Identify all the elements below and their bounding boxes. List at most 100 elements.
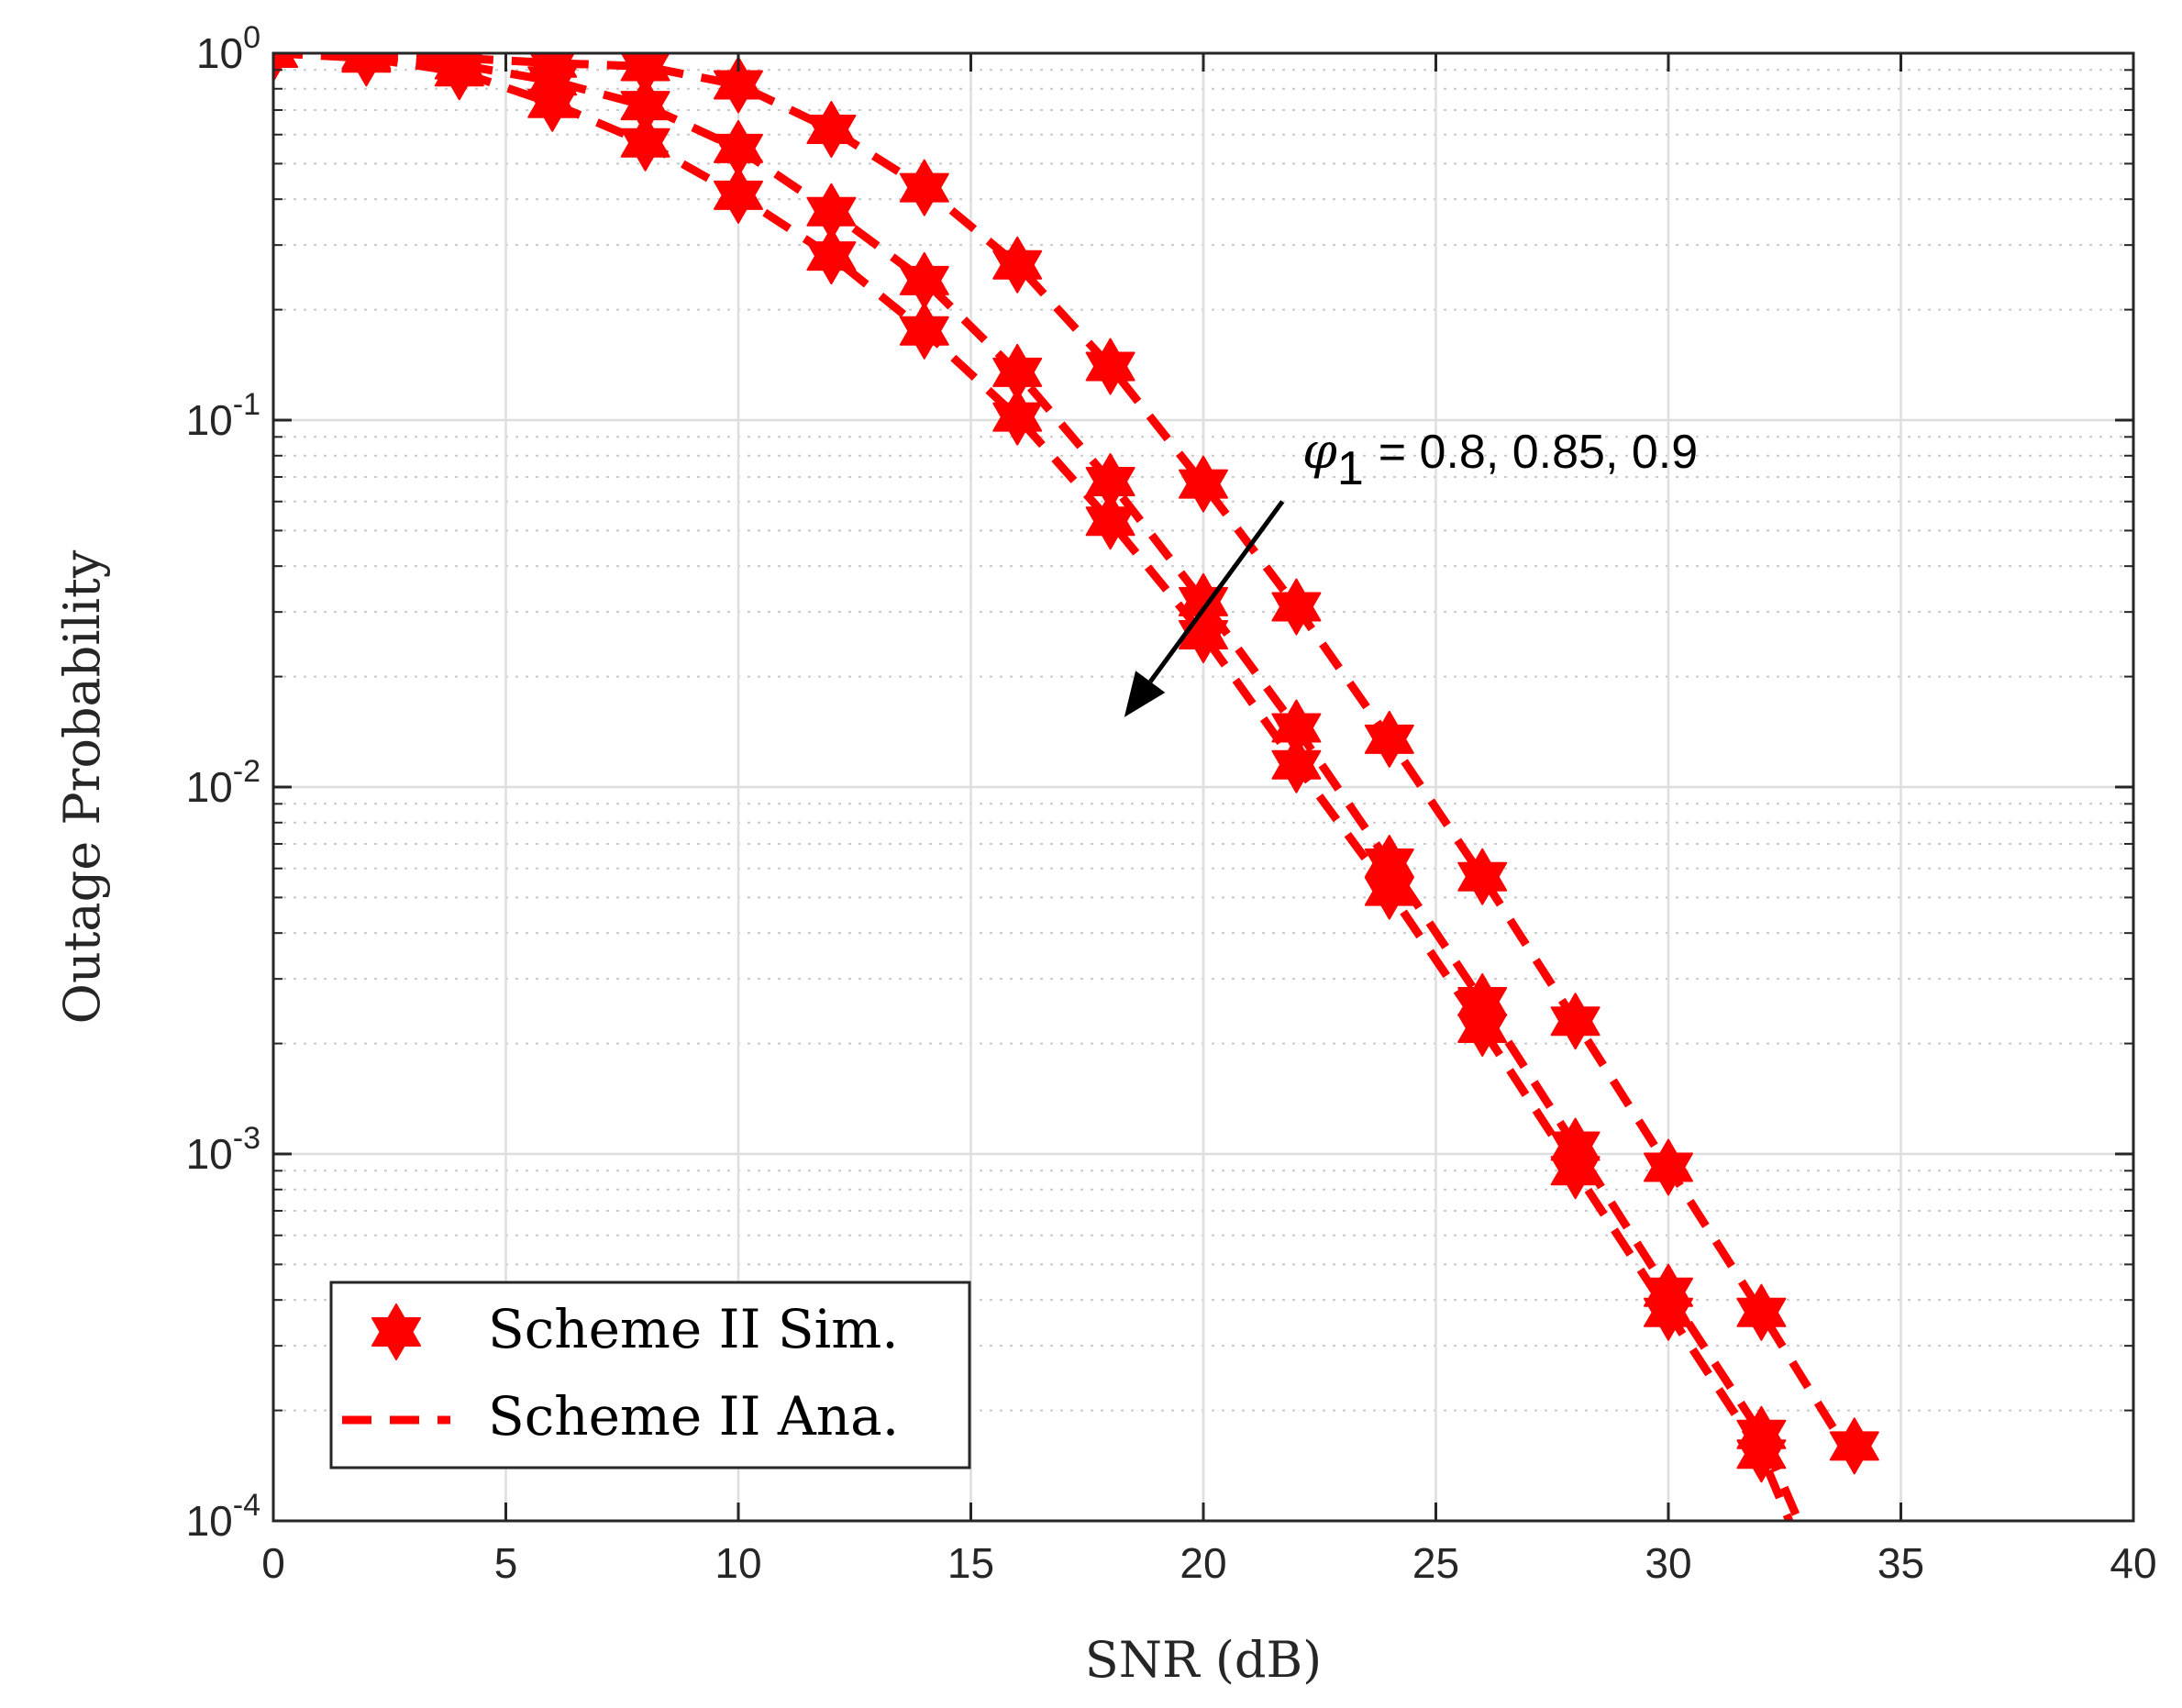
simulation-marker bbox=[1271, 736, 1322, 793]
hexagram-triangle bbox=[527, 88, 578, 132]
legend: Scheme II Sim. Scheme II Ana. bbox=[329, 1281, 971, 1470]
simulation-marker bbox=[992, 343, 1043, 401]
simulation-marker bbox=[1736, 1425, 1787, 1483]
simulation-marker bbox=[620, 53, 670, 95]
y-tick-exponent: -2 bbox=[233, 754, 260, 789]
hexagram-triangle bbox=[992, 357, 1043, 401]
simulation-marker bbox=[806, 101, 857, 158]
simulation-marker bbox=[806, 227, 857, 285]
simulation-marker bbox=[992, 388, 1043, 446]
simulation-marker bbox=[1550, 993, 1601, 1050]
annotation-phi-subscript: 1 bbox=[1337, 442, 1364, 495]
hexagram-triangle bbox=[1085, 467, 1135, 510]
simulation-marker bbox=[1271, 578, 1322, 636]
hexagram-triangle bbox=[620, 128, 670, 172]
hexagram-triangle bbox=[1644, 1297, 1693, 1341]
phi-annotation: φ1 = 0.8, 0.85, 0.9 bbox=[1124, 422, 1698, 717]
hexagram-triangle bbox=[806, 115, 857, 158]
hexagram-triangle bbox=[1364, 724, 1414, 768]
x-tick-label: 5 bbox=[494, 1539, 518, 1587]
simulation-marker bbox=[620, 114, 670, 172]
simulation-marker bbox=[1364, 862, 1414, 920]
y-tick-label: 100 bbox=[196, 20, 260, 77]
hexagram-triangle bbox=[1271, 713, 1322, 757]
hexagram-triangle bbox=[1179, 620, 1228, 663]
arrow-shaft bbox=[1148, 500, 1285, 683]
simulation-marker bbox=[1457, 1000, 1508, 1057]
hexagram-triangle bbox=[899, 172, 949, 216]
hexagram-triangle bbox=[1644, 1152, 1693, 1196]
legend-box bbox=[329, 1281, 971, 1470]
y-tick-label: 10-2 bbox=[186, 754, 260, 811]
simulation-marker bbox=[1550, 1142, 1601, 1200]
hexagram-triangle bbox=[1457, 861, 1508, 905]
x-tick-label: 0 bbox=[261, 1539, 285, 1587]
legend-label-sim: Scheme II Sim. bbox=[488, 1298, 899, 1360]
hexagram-triangle bbox=[1550, 1156, 1601, 1200]
hexagram-triangle bbox=[620, 91, 670, 135]
simulation-marker bbox=[714, 119, 763, 177]
hexagram-triangle bbox=[899, 316, 949, 360]
simulation-marker bbox=[1364, 710, 1414, 768]
legend-hexagram bbox=[371, 1303, 421, 1360]
simulation-marker bbox=[527, 74, 578, 132]
simulation-marker bbox=[273, 53, 298, 82]
y-tick-base: 10 bbox=[186, 1497, 233, 1545]
hexagram-triangle bbox=[1829, 1431, 1879, 1475]
simulation-marker bbox=[899, 251, 949, 309]
hexagram-triangle bbox=[714, 180, 763, 224]
hexagram-triangle bbox=[1736, 1439, 1787, 1483]
y-tick-exponent: -3 bbox=[233, 1121, 260, 1156]
simulation-marker bbox=[899, 302, 949, 360]
axis-ticks bbox=[271, 51, 2135, 1523]
hexagram-triangle bbox=[1085, 351, 1135, 395]
simulation-marker bbox=[806, 183, 857, 240]
x-tick-label: 10 bbox=[714, 1539, 761, 1587]
y-tick-base: 10 bbox=[186, 1130, 233, 1178]
y-tick-base: 10 bbox=[186, 396, 233, 444]
x-tick-label: 25 bbox=[1412, 1539, 1459, 1587]
x-tick-label: 15 bbox=[947, 1539, 994, 1587]
x-tick-label: 20 bbox=[1180, 1539, 1226, 1587]
x-axis-label: SNR (dB) bbox=[1085, 1631, 1322, 1689]
simulation-marker bbox=[434, 53, 484, 101]
hexagram-triangle bbox=[371, 1317, 421, 1360]
y-tick-base: 10 bbox=[196, 29, 243, 77]
legend-label-ana: Scheme II Ana. bbox=[488, 1385, 899, 1447]
arrow-head bbox=[1124, 671, 1166, 717]
y-axis-label: Outage Probability bbox=[53, 549, 111, 1024]
y-tick-exponent: -4 bbox=[233, 1488, 260, 1523]
y-tick-exponent: -1 bbox=[233, 387, 260, 422]
hexagram-triangle bbox=[992, 402, 1043, 446]
x-tick-label: 40 bbox=[2110, 1539, 2156, 1587]
simulation-marker bbox=[341, 53, 392, 87]
hexagram-triangle bbox=[1736, 1297, 1787, 1341]
simulation-marker bbox=[1736, 1283, 1787, 1341]
y-tick-base: 10 bbox=[186, 763, 233, 811]
simulation-marker bbox=[1085, 493, 1135, 550]
hexagram-triangle bbox=[1271, 592, 1322, 636]
simulation-marker bbox=[1829, 1417, 1879, 1475]
y-tick-label: 10-3 bbox=[186, 1121, 260, 1178]
series-layer bbox=[273, 53, 1879, 1521]
simulation-marker bbox=[1085, 338, 1135, 395]
simulation-marker bbox=[1179, 455, 1228, 513]
hexagram-triangle bbox=[273, 53, 291, 82]
simulation-marker bbox=[1644, 1138, 1693, 1196]
hexagram-triangle bbox=[806, 196, 857, 240]
hexagram-triangle bbox=[1085, 506, 1135, 550]
hexagram-triangle bbox=[1550, 1006, 1601, 1050]
simulation-marker bbox=[992, 236, 1043, 294]
x-tick-label: 35 bbox=[1877, 1539, 1924, 1587]
legend-hexagram-icon bbox=[371, 1303, 421, 1360]
annotation-values: = 0.8, 0.85, 0.9 bbox=[1379, 426, 1698, 479]
x-tick-label: 30 bbox=[1645, 1539, 1691, 1587]
hexagram-triangle bbox=[714, 133, 763, 177]
simulation-marker bbox=[714, 166, 763, 224]
annotation-label: φ1 = 0.8, 0.85, 0.9 bbox=[1302, 422, 1698, 495]
analytical-curve-3 bbox=[273, 53, 1793, 1521]
hexagram-triangle bbox=[1364, 876, 1414, 920]
annotation-phi-symbol: φ bbox=[1302, 422, 1337, 480]
